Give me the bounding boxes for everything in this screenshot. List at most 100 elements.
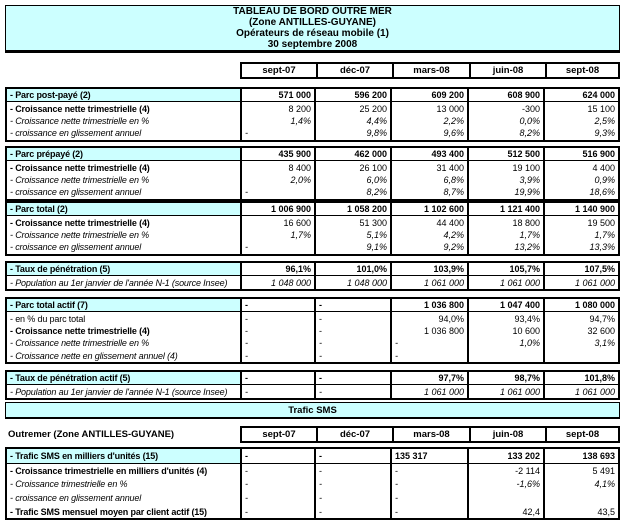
data-cell: 8,7% [390,186,467,199]
data-cell: - [240,337,314,350]
data-cell: 4,1% [543,477,618,492]
data-cell: 1,4% [240,114,314,128]
data-cell: 32 600 [543,324,618,338]
data-cell: 8 400 [240,161,314,174]
row-label: - Croissance nette trimestrielle (4) [10,217,150,228]
data-cell: 1 121 400 [467,203,543,216]
data-cell: 94,0% [390,312,467,325]
data-cell: 1 102 600 [390,203,467,216]
row-parc-post-paye-0: - Parc post-payé (2) 571 000 596 200 609 20… [7,89,618,103]
data-cell: 15 100 [543,102,618,115]
data-cell: 3,1% [543,337,618,350]
row-label: - Parc total actif (7) [7,299,240,312]
data-cell: 5,1% [314,228,390,242]
data-cell: 1 140 900 [543,203,618,216]
data-cell: 19,9% [467,186,543,199]
data-cell: 1 048 000 [314,276,390,289]
data-cell: 9,2% [390,241,467,254]
data-cell: 105,7% [467,263,543,276]
row-label: - Croissance trimestrielle en % [10,479,128,490]
data-cell: 9,1% [314,241,390,254]
data-cell: - [390,337,467,350]
data-cell: 133 202 [467,449,543,463]
data-cell: 1 061 000 [390,276,467,289]
sms-section-title: Trafic SMS [288,404,337,416]
data-cell: 8,2% [314,186,390,199]
block-trafic-sms: - Trafic SMS en milliers d'unités (15) - -… [5,447,620,521]
data-cell: 6,0% [314,173,390,187]
data-cell: - [240,241,314,254]
data-cell: 135 317 [390,449,467,463]
data-cell: - [390,463,467,478]
data-cell: - [314,349,390,362]
row-taux-penetration-actif-1: - Population au 1er janvier de l'année N… [7,385,618,398]
row-parc-total-actif-4: - Croissance nette en glissement annuel … [7,349,618,362]
data-cell: - [240,324,314,338]
row-label: - Croissance nette trimestrielle en % [10,338,150,349]
row-label: - Trafic SMS en milliers d'unités (15) [7,449,240,463]
data-cell: 101,8% [543,372,618,385]
column-header-sept-07: sept-07 [262,429,296,440]
data-cell: 9,8% [314,127,390,140]
column-header-déc-07: déc-07 [316,428,392,441]
row-label: - Trafic SMS mensuel moyen par client ac… [10,506,207,517]
data-cell: 13,2% [467,241,543,254]
data-cell: - [390,491,467,505]
report-title-line-1: TABLEAU DE BORD OUTRE MER [233,6,392,17]
row-parc-total-actif-0: - Parc total actif (7) - -1 036 800 1 047 4… [7,299,618,313]
data-cell: -300 [467,102,543,115]
row-parc-total-actif-2: - Croissance nette trimestrielle (4) - -1 … [7,324,618,338]
data-cell: 98,7% [467,372,543,385]
block-parc-total: - Parc total (2) 1 006 900 1 058 200 1 102 … [5,201,620,256]
data-cell: 4,2% [390,228,467,242]
block-taux-penetration-actif: - Taux de pénétration actif (5) - -97,7% 98… [5,370,620,400]
data-cell: -1,6% [467,477,543,492]
row-label: - Parc total (2) [7,203,240,216]
row-label: - Population au 1er janvier de l'année N… [10,277,228,288]
row-label: - croissance en glissement annuel [10,187,142,198]
data-cell: 19 500 [543,216,618,229]
data-cell: 2,2% [390,114,467,128]
data-cell: 1 036 800 [390,299,467,312]
data-cell: 107,5% [543,263,618,276]
block-parc-post-paye: - Parc post-payé (2) 571 000 596 200 609 20… [5,87,620,142]
data-cell: - [240,385,314,398]
data-cell: - [314,491,390,505]
data-cell: -2 114 [467,463,543,478]
data-cell: - [314,463,390,478]
data-cell: 435 900 [240,148,314,161]
data-cell: - [240,504,314,519]
row-label: - Taux de pénétration actif (5) [7,372,240,385]
column-header-juin-08: juin-08 [469,64,545,77]
data-cell: - [240,449,314,463]
data-cell: 26 100 [314,161,390,174]
data-cell: - [240,299,314,312]
row-label: - Parc prépayé (2) [7,148,240,161]
data-cell [543,349,618,362]
row-parc-total-actif-1: - en % du parc total - -94,0% 93,4% 94,7% [7,312,618,325]
data-cell: 5 491 [543,463,618,478]
data-cell [543,491,618,505]
data-cell: - [314,385,390,398]
data-cell [467,491,543,505]
data-cell: - [314,312,390,325]
data-cell: 1 061 000 [390,385,467,398]
row-parc-total-1: - Croissance nette trimestrielle (4) 16 6… [7,216,618,229]
row-parc-post-paye-3: - croissance en glissement annuel -9,8% 9,… [7,127,618,140]
data-cell: 1 080 000 [543,299,618,312]
period-column-headers: sept-07 déc-07 mars-08 juin-08 sept-08 [240,62,620,79]
data-cell: 1,7% [240,228,314,242]
sms-period-column-headers: sept-07 déc-07 mars-08 juin-08 sept-08 [240,426,620,443]
data-cell: - [314,449,390,463]
data-cell: 93,4% [467,312,543,325]
data-cell: - [240,186,314,199]
row-taux-penetration-0: - Taux de pénétration (5) 96,1% 101,0% 103,… [7,263,618,277]
data-cell: 596 200 [314,89,390,102]
report-title-line-4: 30 septembre 2008 [267,39,358,50]
data-cell: - [314,372,390,385]
row-taux-penetration-actif-0: - Taux de pénétration actif (5) - -97,7% 98… [7,372,618,386]
data-cell: 4,4% [314,114,390,128]
data-cell: 571 000 [240,89,314,102]
data-cell: 1 061 000 [467,385,543,398]
data-cell: 10 600 [467,324,543,338]
